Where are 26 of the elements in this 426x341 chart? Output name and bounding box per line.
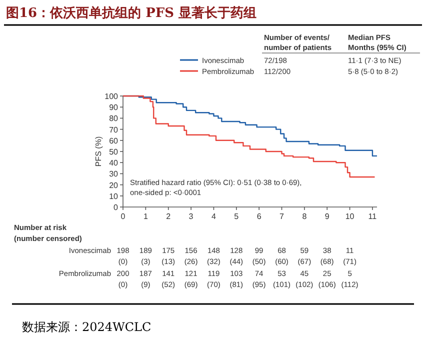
ytick: 80 bbox=[109, 114, 118, 124]
ytick: 0 bbox=[114, 203, 118, 212]
ytick: 60 bbox=[109, 136, 118, 146]
ytick: 90 bbox=[109, 103, 118, 112]
xtick: 0 bbox=[120, 212, 126, 221]
annotation: 数据来源：2024WCLC bbox=[22, 320, 152, 334]
ytick: 70 bbox=[109, 125, 118, 134]
ytick: 50 bbox=[109, 148, 118, 156]
ytick: 40 bbox=[109, 158, 118, 168]
xtick: 1 bbox=[143, 212, 148, 221]
ylabel: PFS (%) bbox=[94, 136, 103, 167]
xtick: 6 bbox=[256, 212, 262, 221]
xtick: 5 bbox=[234, 212, 239, 221]
ytick: 30 bbox=[109, 170, 118, 179]
xtick: 10 bbox=[345, 212, 354, 221]
ytick: 20 bbox=[109, 180, 118, 190]
xtick: 2 bbox=[166, 212, 171, 221]
xtick: 11 bbox=[368, 212, 377, 221]
title: 图16：依沃西单抗组的 PFS 显著长于药组 bbox=[6, 6, 257, 21]
xtick: 4 bbox=[212, 212, 216, 221]
xtick: 3 bbox=[188, 212, 194, 221]
xtick: 8 bbox=[302, 212, 307, 221]
xtick: 7 bbox=[280, 212, 284, 221]
ytick: 100 bbox=[104, 92, 118, 101]
xtick: 9 bbox=[324, 212, 330, 221]
ytick: 10 bbox=[109, 192, 118, 201]
